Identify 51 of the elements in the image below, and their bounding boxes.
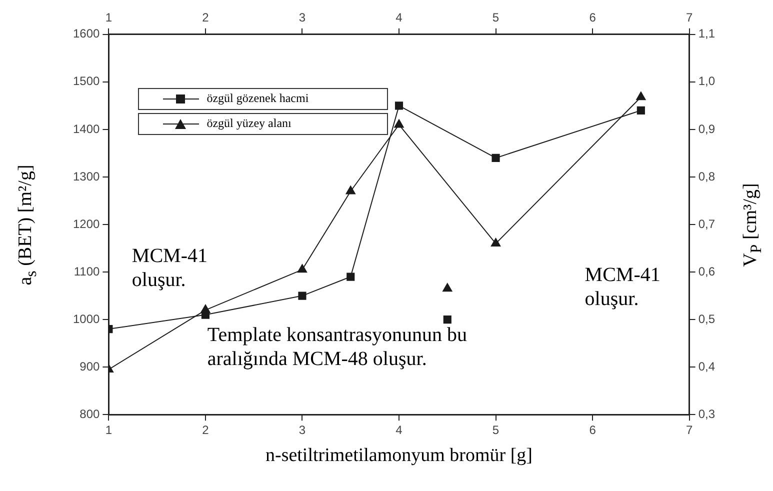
legend-label: özgül gözenek hacmi xyxy=(206,91,309,106)
y2-tick-label: 1,0 xyxy=(698,74,716,88)
x-tick-label: 2 xyxy=(202,423,210,438)
y-tick-label: 1200 xyxy=(72,216,100,231)
point xyxy=(297,264,308,273)
point xyxy=(201,310,210,319)
x2-tick-label: 4 xyxy=(396,10,403,25)
y2-tick-label: 0,3 xyxy=(698,406,716,421)
y2-tick-label: 0,9 xyxy=(698,122,716,136)
x-tick-label: 5 xyxy=(492,423,500,438)
y-tick-label: 900 xyxy=(80,359,100,374)
x-tick-label: 4 xyxy=(396,423,403,438)
y2-tick-label: 0,6 xyxy=(698,264,716,278)
y-tick-label: 1000 xyxy=(72,312,100,326)
y-tick-label: 1600 xyxy=(72,26,100,41)
point xyxy=(443,316,452,324)
y2-tick-label: 0,5 xyxy=(698,312,716,326)
point xyxy=(394,119,404,128)
point xyxy=(636,106,645,114)
point xyxy=(346,186,356,194)
point xyxy=(346,272,355,281)
x-tick-label: 7 xyxy=(686,423,693,438)
y2-tick-label: 0,8 xyxy=(698,169,716,184)
y-tick-label: 1100 xyxy=(74,264,100,278)
annotation: MCM-41 oluşur. xyxy=(584,262,660,311)
point xyxy=(298,292,306,300)
y-tick-label: 1500 xyxy=(72,74,100,88)
y2-tick-label: 0,4 xyxy=(698,359,716,374)
y-tick-label: 800 xyxy=(80,406,100,421)
y-tick-label: 1400 xyxy=(72,122,100,136)
point xyxy=(394,102,404,110)
annotation: Template konsantrasyonunun bu aralığında MCM-48 oluşur. xyxy=(207,323,468,372)
point xyxy=(442,283,452,292)
x2-tick-label: 6 xyxy=(589,10,596,25)
legend-label: özgül yüzey alanı xyxy=(206,116,292,132)
point xyxy=(492,154,500,162)
x-tick-label: 6 xyxy=(589,423,596,438)
point xyxy=(490,238,501,247)
annotation: MCM-41 oluşur. xyxy=(132,244,208,292)
y2-tick-label: 0,7 xyxy=(698,216,716,231)
x2-tick-label: 5 xyxy=(492,10,500,25)
x2-tick-label: 3 xyxy=(298,10,306,25)
x-tick-label: 3 xyxy=(298,423,306,438)
x-tick-label: 1 xyxy=(105,423,112,438)
y-tick-label: 1300 xyxy=(72,169,100,184)
x-axis-title: n-setiltrimetilamonyum bromür [g] xyxy=(265,444,533,467)
y2-tick-label: 1,1 xyxy=(698,26,716,41)
x2-tick-label: 2 xyxy=(202,10,210,25)
point xyxy=(636,92,646,100)
x2-tick-label: 7 xyxy=(686,10,693,25)
x2-tick-label: 1 xyxy=(105,10,112,25)
